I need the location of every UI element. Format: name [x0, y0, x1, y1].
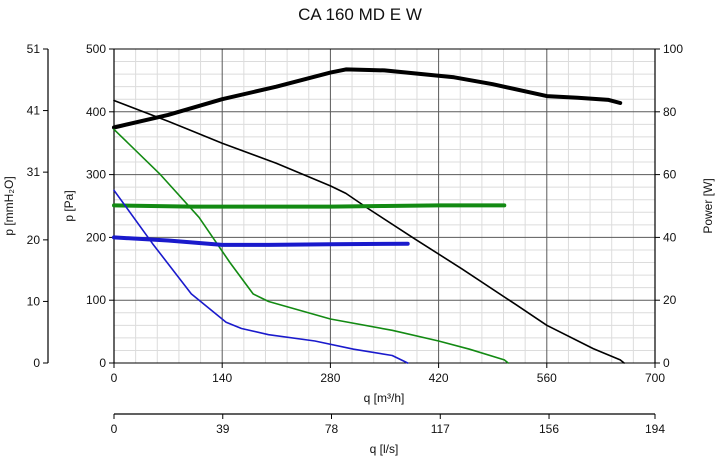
y-tick-label-mmh2o: 31 — [27, 165, 41, 179]
x-tick-label-m3h: 700 — [645, 371, 665, 385]
x-tick-label-m3h: 560 — [537, 371, 557, 385]
y-tick-label-pa: 0 — [99, 356, 106, 370]
x-tick-label-ls: 78 — [325, 422, 339, 436]
y-axis-title-mmh2o: p [mmH₂O] — [2, 176, 16, 235]
y-tick-label-pa: 400 — [86, 105, 106, 119]
series-line-power-mid — [112, 203, 507, 209]
x-tick-label-ls: 194 — [645, 422, 665, 436]
x-tick-label-ls: 156 — [539, 422, 559, 436]
x-axis-title-ls: q [l/s] — [370, 442, 399, 456]
series-line-pressure-low — [113, 189, 409, 364]
y-tick-label-power: 60 — [663, 168, 677, 182]
series-line-pressure-mid — [113, 128, 510, 364]
x-tick-label-m3h: 420 — [429, 371, 449, 385]
y-axis-title-pa: p [Pa] — [62, 190, 76, 221]
series-line-pressure-high — [113, 99, 625, 364]
series-line-power-high — [112, 67, 623, 130]
y-tick-label-pa: 200 — [86, 230, 106, 244]
x-tick-label-m3h: 280 — [320, 371, 340, 385]
x-tick-label-ls: 117 — [431, 422, 450, 436]
y-tick-label-mmh2o: 51 — [27, 42, 41, 56]
y-tick-label-pa: 300 — [86, 168, 106, 182]
series-layer — [112, 67, 625, 364]
y-tick-label-mmh2o: 10 — [27, 294, 41, 308]
x-axis-title-m3h: q [m³/h] — [364, 391, 405, 405]
x-tick-label-ls: 39 — [216, 422, 230, 436]
y-tick-label-mmh2o: 0 — [33, 356, 40, 370]
x-tick-label-ls: 0 — [111, 422, 118, 436]
y-tick-label-power: 0 — [663, 356, 670, 370]
x-tick-label-m3h: 0 — [111, 371, 118, 385]
y-tick-label-power: 40 — [663, 230, 677, 244]
y-tick-label-mmh2o: 20 — [27, 233, 41, 247]
y-tick-label-power: 20 — [663, 293, 677, 307]
x-tick-label-m3h: 140 — [212, 371, 232, 385]
y-tick-label-power: 100 — [663, 42, 683, 56]
chart-title: CA 160 MD E W — [298, 5, 422, 24]
major-grid — [114, 49, 655, 363]
y-tick-label-mmh2o: 41 — [27, 104, 41, 118]
y-tick-label-pa: 100 — [86, 293, 106, 307]
y-tick-label-power: 80 — [663, 105, 677, 119]
series-line-power-low — [112, 235, 410, 247]
y-tick-label-pa: 500 — [86, 42, 106, 56]
y-axis-title-power: Power [W] — [701, 178, 715, 233]
